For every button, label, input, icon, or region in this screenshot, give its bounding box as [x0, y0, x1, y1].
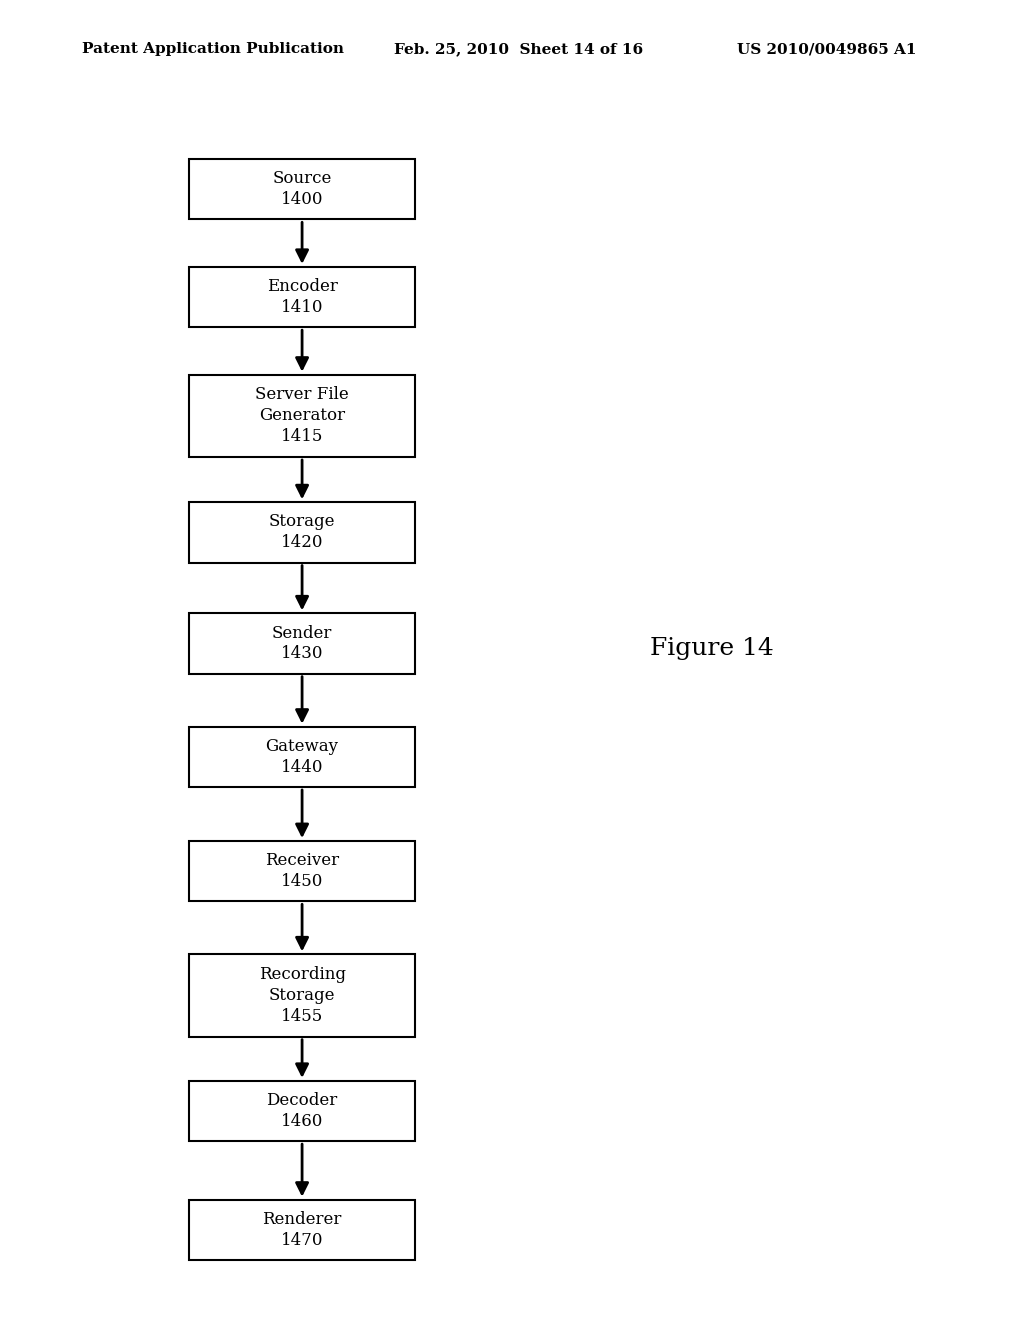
Text: Renderer
1470: Renderer 1470	[262, 1210, 342, 1249]
Bar	[189, 375, 415, 457]
Bar	[189, 502, 415, 562]
Text: US 2010/0049865 A1: US 2010/0049865 A1	[737, 42, 916, 57]
Bar	[189, 841, 415, 902]
Bar	[189, 614, 415, 673]
Bar	[189, 1200, 415, 1261]
Bar	[189, 1081, 415, 1142]
Text: Encoder
1410: Encoder 1410	[266, 279, 338, 315]
Text: Receiver
1450: Receiver 1450	[265, 853, 339, 890]
Text: Gateway
1440: Gateway 1440	[265, 738, 339, 776]
Text: Decoder
1460: Decoder 1460	[266, 1092, 338, 1130]
Text: Patent Application Publication: Patent Application Publication	[82, 42, 344, 57]
Text: Sender
1430: Sender 1430	[272, 624, 332, 663]
Bar	[189, 267, 415, 327]
Text: Figure 14: Figure 14	[650, 638, 773, 660]
Bar	[189, 158, 415, 219]
Text: Storage
1420: Storage 1420	[269, 513, 335, 552]
Text: Source
1400: Source 1400	[272, 170, 332, 209]
Bar	[189, 726, 415, 787]
Text: Server File
Generator
1415: Server File Generator 1415	[255, 387, 349, 445]
Text: Feb. 25, 2010  Sheet 14 of 16: Feb. 25, 2010 Sheet 14 of 16	[394, 42, 643, 57]
Bar	[189, 954, 415, 1036]
Text: Recording
Storage
1455: Recording Storage 1455	[259, 966, 345, 1024]
